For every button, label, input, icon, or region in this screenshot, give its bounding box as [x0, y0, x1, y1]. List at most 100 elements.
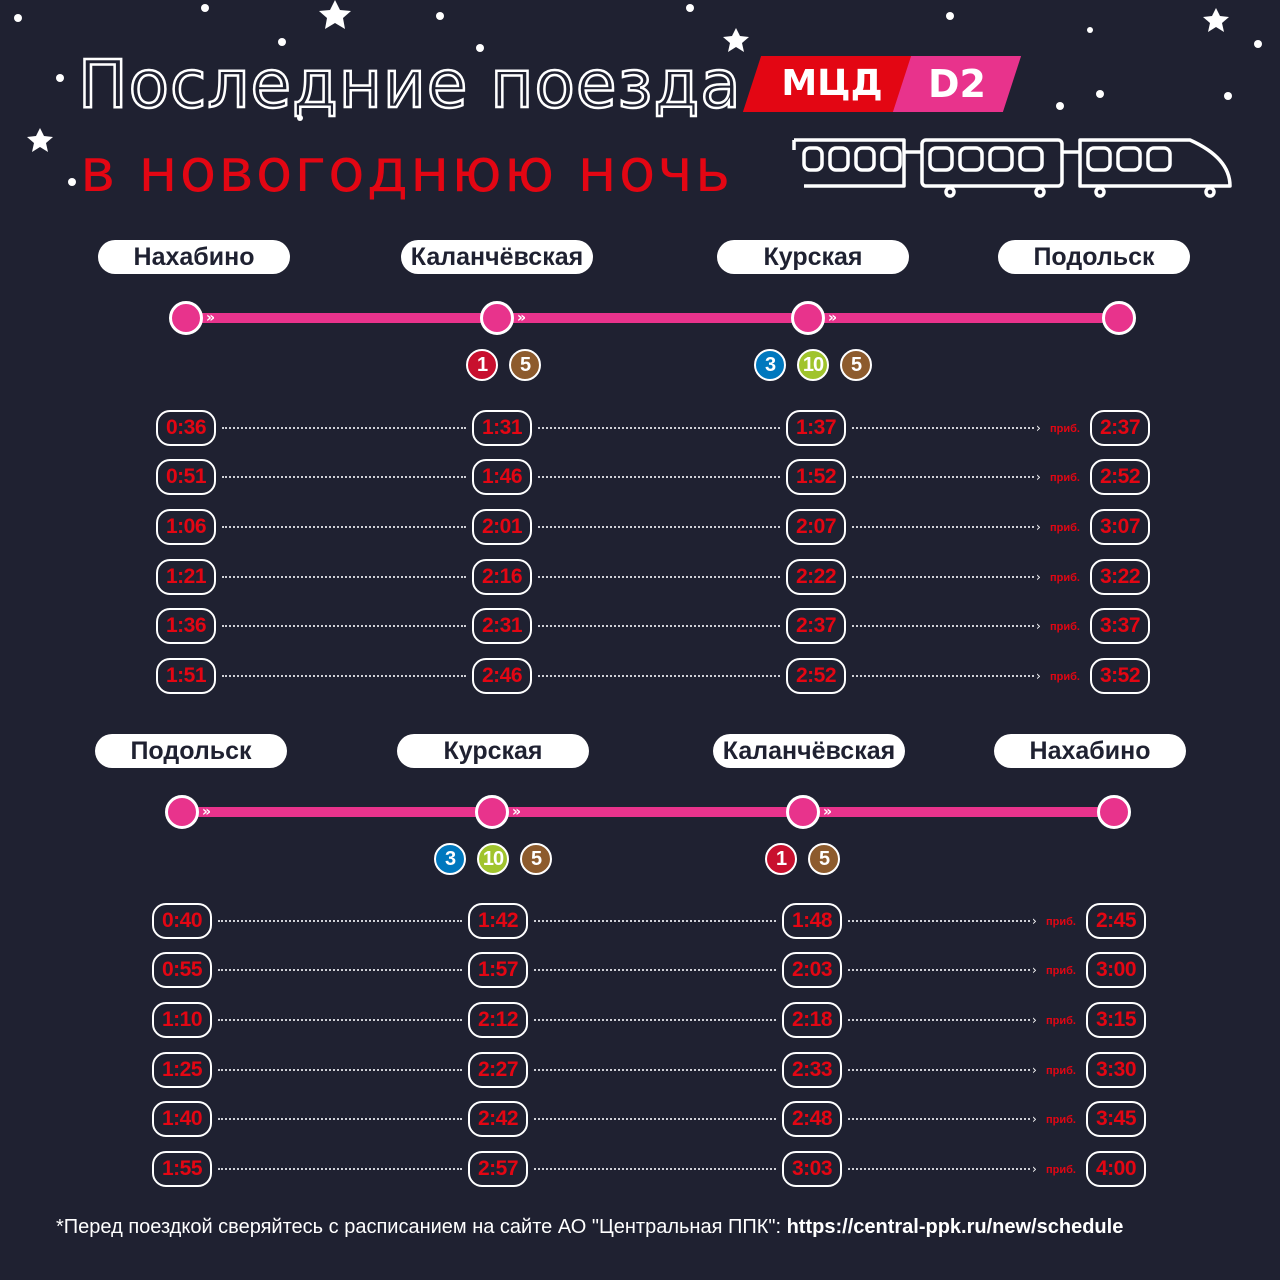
- dotted-connector: [538, 625, 780, 629]
- arrival-label: приб.: [1050, 472, 1080, 484]
- arrival-label: приб.: [1050, 671, 1080, 683]
- station-label: Нахабино: [994, 734, 1186, 768]
- dotted-connector: [852, 576, 1034, 580]
- title-line-1: Последние поезда: [77, 45, 742, 125]
- departure-time: 3:52: [1090, 658, 1150, 694]
- departure-time: 1:52: [786, 459, 846, 495]
- schedule-link[interactable]: https://central-ppk.ru/new/schedule: [786, 1216, 1124, 1238]
- metro-line-1-icon: 1: [466, 349, 498, 381]
- departure-time: 1:57: [468, 952, 528, 988]
- departure-time: 1:06: [156, 509, 216, 545]
- departure-time: 2:48: [782, 1101, 842, 1137]
- dotted-connector: [538, 476, 780, 480]
- metro-line-5-icon: 5: [520, 843, 552, 875]
- departure-time: 2:42: [468, 1101, 528, 1137]
- route-line: [182, 807, 1114, 817]
- station-label: Нахабино: [98, 240, 290, 274]
- departure-time: 2:31: [472, 608, 532, 644]
- title-line-2: в новогоднюю ночь: [80, 136, 733, 206]
- departure-time: 0:55: [152, 952, 212, 988]
- direction-chevron-icon: »: [828, 310, 838, 326]
- arrow-right-icon: ›: [1036, 520, 1041, 534]
- route-line: [186, 313, 1119, 323]
- departure-time: 2:01: [472, 509, 532, 545]
- dotted-connector: [218, 1118, 462, 1122]
- metro-line-10-icon: 10: [477, 843, 509, 875]
- dotted-connector: [848, 969, 1030, 973]
- arrival-label: приб.: [1046, 1065, 1076, 1077]
- dotted-connector: [222, 526, 466, 530]
- dotted-connector: [222, 427, 466, 431]
- dotted-connector: [852, 427, 1034, 431]
- arrow-right-icon: ›: [1032, 914, 1037, 928]
- departure-time: 1:37: [786, 410, 846, 446]
- metro-line-3-icon: 3: [434, 843, 466, 875]
- dotted-connector: [534, 969, 776, 973]
- station-node: [480, 301, 514, 335]
- metro-line-3-icon: 3: [754, 349, 786, 381]
- arrival-label: приб.: [1050, 522, 1080, 534]
- station-node: [1097, 795, 1131, 829]
- departure-time: 3:00: [1086, 952, 1146, 988]
- station-label: Подольск: [95, 734, 287, 768]
- dotted-connector: [538, 576, 780, 580]
- arrival-label: приб.: [1046, 1164, 1076, 1176]
- train-icon: [792, 138, 1232, 198]
- dotted-connector: [534, 1118, 776, 1122]
- departure-time: 0:40: [152, 903, 212, 939]
- metro-line-10-icon: 10: [797, 349, 829, 381]
- station-label: Курская: [397, 734, 589, 768]
- departure-time: 3:07: [1090, 509, 1150, 545]
- direction-chevron-icon: »: [202, 804, 212, 820]
- departure-time: 4:00: [1086, 1151, 1146, 1187]
- dotted-connector: [222, 576, 466, 580]
- dotted-connector: [852, 476, 1034, 480]
- departure-time: 1:10: [152, 1002, 212, 1038]
- departure-time: 1:25: [152, 1052, 212, 1088]
- metro-line-5-icon: 5: [840, 349, 872, 381]
- arrival-label: приб.: [1046, 1114, 1076, 1126]
- dotted-connector: [534, 920, 776, 924]
- direction-chevron-icon: »: [823, 804, 833, 820]
- dotted-connector: [538, 675, 780, 679]
- dotted-connector: [218, 1168, 462, 1172]
- starry-background: [14, 0, 1262, 186]
- footer-text: *Перед поездкой сверяйтесь с расписанием…: [56, 1216, 787, 1238]
- arrival-label: приб.: [1046, 916, 1076, 928]
- arrival-label: приб.: [1050, 572, 1080, 584]
- station-node: [1102, 301, 1136, 335]
- dotted-connector: [222, 625, 466, 629]
- arrival-label: приб.: [1050, 423, 1080, 435]
- arrow-right-icon: ›: [1036, 570, 1041, 584]
- departure-time: 2:16: [472, 559, 532, 595]
- footer-note: *Перед поездкой сверяйтесь с расписанием…: [56, 1216, 1123, 1239]
- arrow-right-icon: ›: [1032, 1162, 1037, 1176]
- departure-time: 3:15: [1086, 1002, 1146, 1038]
- arrival-label: приб.: [1050, 621, 1080, 633]
- departure-time: 2:57: [468, 1151, 528, 1187]
- dotted-connector: [848, 1118, 1030, 1122]
- departure-time: 3:03: [782, 1151, 842, 1187]
- departure-time: 1:36: [156, 608, 216, 644]
- departure-time: 2:45: [1086, 903, 1146, 939]
- departure-time: 0:51: [156, 459, 216, 495]
- dotted-connector: [848, 1168, 1030, 1172]
- direction-chevron-icon: »: [517, 310, 527, 326]
- direction-chevron-icon: »: [512, 804, 522, 820]
- departure-time: 2:27: [468, 1052, 528, 1088]
- station-label: Подольск: [998, 240, 1190, 274]
- departure-time: 1:40: [152, 1101, 212, 1137]
- departure-time: 0:36: [156, 410, 216, 446]
- dotted-connector: [218, 1069, 462, 1073]
- dotted-connector: [538, 526, 780, 530]
- mcd-logo-text: МЦД: [781, 63, 883, 104]
- departure-time: 1:55: [152, 1151, 212, 1187]
- station-label: Каланчёвская: [713, 734, 905, 768]
- dotted-connector: [218, 969, 462, 973]
- departure-time: 1:42: [468, 903, 528, 939]
- departure-time: 2:37: [786, 608, 846, 644]
- station-label: Каланчёвская: [401, 240, 593, 274]
- arrow-right-icon: ›: [1036, 669, 1041, 683]
- station-node: [475, 795, 509, 829]
- departure-time: 1:51: [156, 658, 216, 694]
